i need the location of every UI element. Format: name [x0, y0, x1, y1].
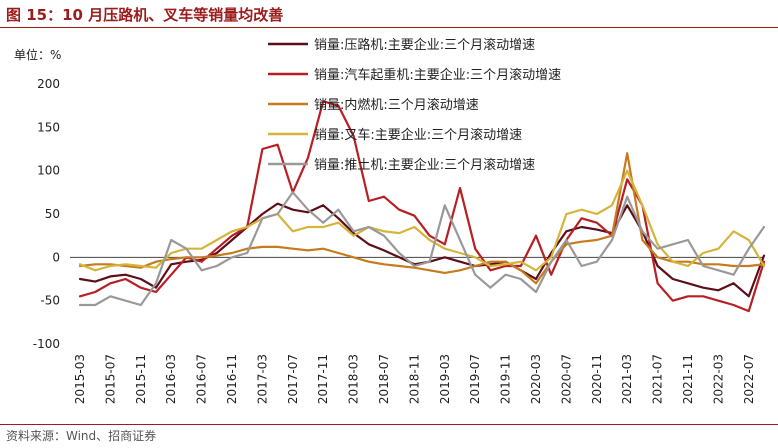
x-tick-label: 2016-03	[164, 354, 178, 404]
x-tick-label: 2018-11	[407, 354, 421, 404]
x-tick-label: 2019-03	[438, 354, 452, 404]
legend-label: 销量:压路机:主要企业:三个月滚动增速	[314, 37, 535, 53]
x-tick-label: 2017-03	[255, 354, 269, 404]
legend-label: 销量:推土机:主要企业:三个月滚动增速	[314, 157, 535, 173]
y-tick-label: 50	[45, 207, 60, 221]
legend-label: 销量:汽车起重机:主要企业:三个月滚动增速	[314, 67, 561, 83]
y-tick-label: 150	[37, 120, 60, 134]
y-tick-label: 200	[37, 77, 60, 91]
x-tick-label: 2016-07	[195, 354, 209, 404]
x-tick-label: 2020-07	[559, 354, 573, 404]
x-tick-label: 2017-11	[316, 354, 330, 404]
y-tick-label: 0	[52, 250, 60, 264]
x-tick-label: 2021-03	[620, 354, 634, 404]
footer-divider	[0, 424, 778, 425]
chart-title: 图 15：10 月压路机、叉车等销量均改善	[6, 6, 284, 24]
series-line-5	[78, 191, 766, 307]
x-tick-label: 2016-11	[225, 354, 239, 404]
x-tick-label: 2017-07	[286, 354, 300, 404]
y-tick-label: -100	[33, 337, 60, 351]
x-tick-label: 2015-03	[73, 354, 87, 404]
x-tick-label: 2022-03	[711, 354, 725, 404]
legend-label: 销量:叉车:主要企业:三个月滚动增速	[314, 127, 522, 143]
x-tick-label: 2020-11	[590, 354, 604, 404]
x-tick-label: 2021-11	[681, 354, 695, 404]
x-tick-label: 2020-03	[529, 354, 543, 404]
legend-label: 销量:内燃机:三个月滚动增速	[314, 97, 479, 113]
axis-layer: -100 -50 0 50 100 150 200 2015-03 2015-07 2015-11…	[33, 77, 764, 404]
series-line-4	[78, 169, 766, 272]
legend: 销量:压路机:主要企业:三个月滚动增速销量:汽车起重机:主要企业:三个月滚动增速…	[268, 37, 561, 173]
series-layer	[78, 100, 766, 313]
source-note: 资料来源：Wind、招商证券	[6, 429, 157, 443]
x-tick-label: 2015-07	[103, 354, 117, 404]
x-tick-label: 2022-07	[742, 354, 756, 404]
unit-label: 单位：%	[14, 48, 62, 62]
x-tick-label: 2018-07	[377, 354, 391, 404]
x-tick-label: 2015-11	[134, 354, 148, 404]
y-tick-label: -50	[40, 294, 60, 308]
x-tick-label: 2021-07	[651, 354, 665, 404]
x-tick-label: 2019-11	[499, 354, 513, 404]
y-tick-label: 100	[37, 164, 60, 178]
title-divider	[0, 27, 778, 28]
series-line-3	[78, 152, 766, 285]
x-tick-label: 2019-07	[468, 354, 482, 404]
x-tick-label: 2018-03	[347, 354, 361, 404]
